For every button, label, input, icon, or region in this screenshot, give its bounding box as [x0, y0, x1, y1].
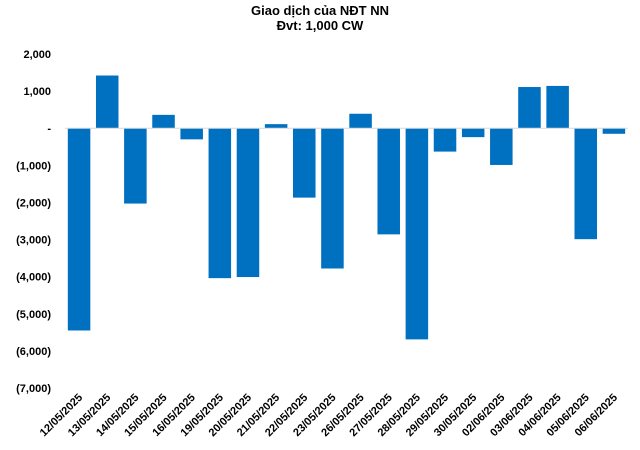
y-axis-labels: 2,000 1,000 - (1,000) (2,000) (3,000) (4,000) (…	[16, 49, 51, 395]
bar	[602, 128, 626, 134]
bar	[433, 128, 457, 152]
y-tick-label: (5,000)	[16, 309, 51, 321]
y-tick-label: 1,000	[23, 86, 51, 98]
bar	[461, 128, 485, 138]
bar	[349, 113, 372, 129]
y-tick-label: -	[47, 123, 51, 135]
y-tick-label: (6,000)	[16, 346, 51, 358]
y-tick-label: (4,000)	[16, 272, 51, 284]
bar	[405, 128, 429, 340]
bar	[236, 128, 260, 278]
bar	[377, 128, 400, 235]
bar	[152, 114, 175, 129]
bar	[95, 75, 119, 129]
x-axis-labels: 12/05/202513/05/202514/05/202515/05/2025…	[38, 392, 620, 439]
y-tick-label: (2,000)	[16, 197, 51, 209]
bar	[293, 128, 316, 198]
bar	[518, 87, 541, 129]
bar	[264, 124, 288, 129]
bar	[321, 128, 344, 269]
bar	[180, 128, 203, 140]
bar	[67, 128, 91, 331]
chart-title: Giao dịch của NĐT NN	[251, 3, 389, 18]
chart-subtitle: Đvt: 1,000 CW	[276, 18, 364, 33]
bar	[208, 128, 232, 279]
y-tick-label: (1,000)	[16, 160, 51, 172]
bars-group	[67, 75, 626, 340]
bar	[546, 85, 569, 129]
bar	[490, 128, 513, 165]
bar	[574, 128, 598, 240]
y-tick-label: (3,000)	[16, 235, 51, 247]
bar	[124, 128, 147, 204]
y-tick-label: 2,000	[23, 49, 51, 61]
y-tick-label: (7,000)	[16, 383, 51, 395]
